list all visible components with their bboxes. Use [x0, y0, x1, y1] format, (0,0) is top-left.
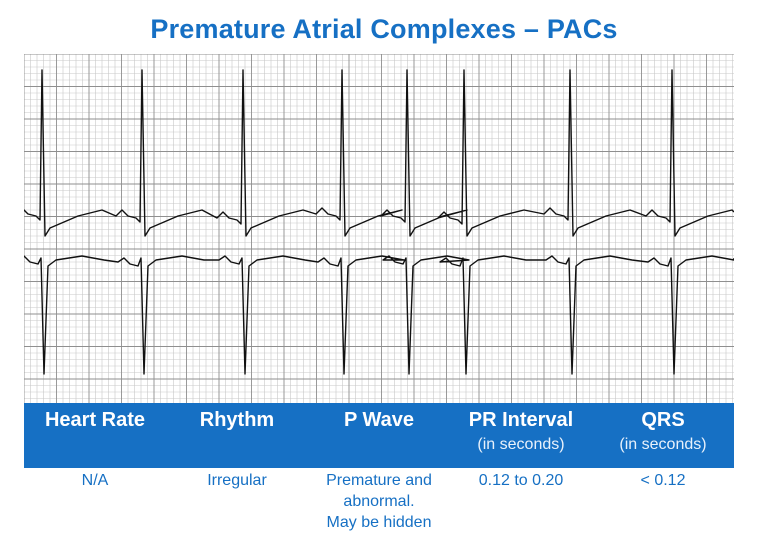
ecg-rhythm-strip-graphic: [24, 54, 734, 404]
column-header-pr-interval: PR Interval (in seconds): [450, 403, 592, 468]
value-p-wave: Premature and abnormal. May be hidden: [308, 470, 450, 533]
value-rhythm: Irregular: [166, 470, 308, 491]
column-header-unit: (in seconds): [477, 436, 565, 453]
ecg-strip: [24, 54, 734, 404]
column-header-label: P Wave: [343, 409, 415, 431]
column-header-label: QRS: [641, 409, 685, 431]
column-header-label: Heart Rate: [44, 409, 146, 431]
value-line: < 0.12: [640, 472, 686, 489]
value-line: N/A: [81, 472, 109, 489]
column-header-heart-rate: Heart Rate: [24, 403, 166, 468]
column-header-label: PR Interval: [468, 409, 574, 431]
grid-major-lines: [24, 54, 734, 404]
value-line: Premature and: [326, 472, 432, 489]
value-qrs: < 0.12: [592, 470, 734, 491]
column-header-unit: (in seconds): [619, 436, 707, 453]
value-pr-interval: 0.12 to 0.20: [450, 470, 592, 491]
page-title: Premature Atrial Complexes – PACs: [150, 14, 618, 44]
value-line: 0.12 to 0.20: [478, 472, 564, 489]
value-line: May be hidden: [326, 514, 432, 531]
ecg-trace-lower-lead: [24, 255, 734, 375]
table-header-band: Heart Rate Rhythm P Wave PR Interval (in…: [24, 403, 734, 468]
column-header-p-wave: P Wave: [308, 403, 450, 468]
column-header-rhythm: Rhythm: [166, 403, 308, 468]
value-line: Irregular: [207, 472, 267, 489]
column-header-qrs: QRS (in seconds): [592, 403, 734, 468]
value-heart-rate: N/A: [24, 470, 166, 491]
grid-minor-lines: [24, 54, 734, 404]
column-header-label: Rhythm: [199, 409, 275, 431]
ecg-trace-upper-lead: [24, 69, 734, 237]
value-line: abnormal.: [343, 493, 415, 510]
